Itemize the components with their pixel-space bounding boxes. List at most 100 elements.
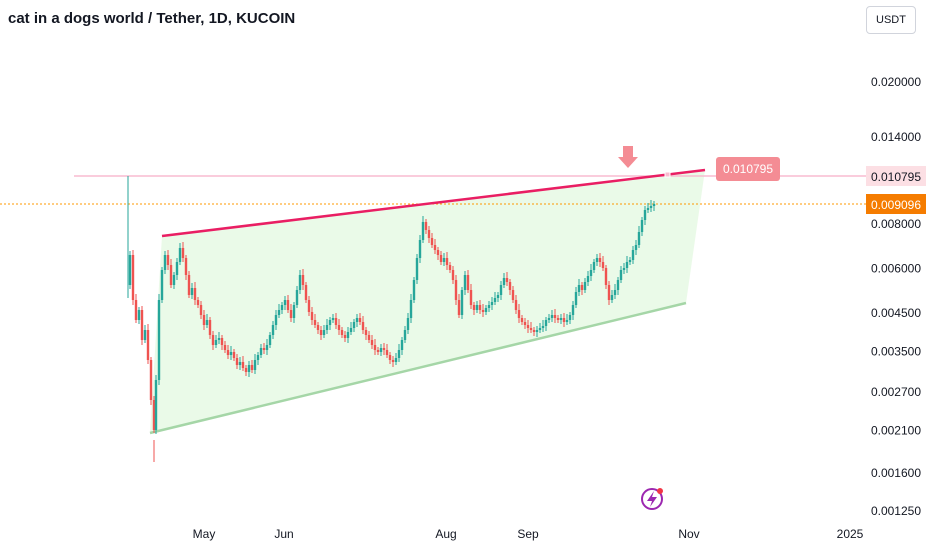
candle-body xyxy=(137,310,141,320)
candle-body xyxy=(331,318,335,320)
candle-body xyxy=(187,275,191,295)
candle-body xyxy=(235,358,239,365)
candle-body xyxy=(238,362,242,365)
candle-body xyxy=(436,250,440,255)
time-tick-label: Jun xyxy=(274,527,293,541)
candle-body xyxy=(649,206,653,208)
candle-body xyxy=(358,318,362,322)
candle-body xyxy=(487,305,491,308)
candle-body xyxy=(337,325,341,330)
candle-body xyxy=(265,345,269,350)
candle-body xyxy=(523,322,527,325)
price-tick-label: 0.002700 xyxy=(871,385,921,399)
candle-body xyxy=(541,326,545,328)
candle-body xyxy=(637,232,641,245)
candle-body xyxy=(340,330,344,335)
candle-body xyxy=(490,302,494,305)
time-tick-label: Aug xyxy=(435,527,456,541)
candle-body xyxy=(163,255,167,270)
candle-body xyxy=(394,358,398,362)
candle-body xyxy=(349,328,353,332)
candle-body xyxy=(652,204,656,206)
price-axis[interactable]: 0.020000 0.014000 0.008000 0.006000 0.004500… xyxy=(871,75,921,518)
candle-body xyxy=(280,305,284,310)
candle-body xyxy=(143,330,147,340)
candle-body xyxy=(181,248,185,258)
candle-body xyxy=(553,315,557,318)
candle-body xyxy=(508,282,512,290)
candle-body xyxy=(310,312,314,320)
candle-body xyxy=(412,280,416,300)
candle-body xyxy=(370,340,374,345)
candle-body xyxy=(175,262,179,275)
candle-body xyxy=(643,210,647,220)
trendline-endpoint-handle[interactable] xyxy=(664,171,671,178)
candle-body xyxy=(157,300,161,380)
candle-body xyxy=(146,330,150,360)
candle-body xyxy=(256,355,260,360)
candle-body xyxy=(307,300,311,312)
candle-body xyxy=(274,315,278,325)
candle-body xyxy=(361,322,365,330)
candle-body xyxy=(469,290,473,305)
candle-body xyxy=(298,275,302,290)
support-trendline xyxy=(149,301,687,435)
candle-body xyxy=(478,305,482,310)
candle-body xyxy=(202,315,206,325)
candle-body xyxy=(131,255,135,300)
currency-selector-button[interactable]: USDT xyxy=(866,6,916,34)
candle-body xyxy=(385,350,389,355)
candle-body xyxy=(382,348,386,350)
candle-body xyxy=(451,270,455,280)
candle-body xyxy=(502,278,506,285)
time-tick-label: May xyxy=(193,527,216,541)
candle-body xyxy=(601,262,605,268)
candle-body xyxy=(241,362,245,368)
candle-body xyxy=(625,262,629,268)
lightning-icon[interactable] xyxy=(641,488,663,510)
candlestick-series xyxy=(127,176,656,462)
candle-body xyxy=(556,318,560,320)
candle-body xyxy=(550,315,554,318)
candle-body xyxy=(304,285,308,300)
candle-body xyxy=(376,350,380,352)
candle-body xyxy=(610,295,614,300)
wedge-channel-fill xyxy=(150,170,705,433)
candle-body xyxy=(454,280,458,300)
price-tick-label: 0.014000 xyxy=(871,130,921,144)
candle-body xyxy=(496,295,500,298)
candle-body xyxy=(214,340,218,345)
candle-body xyxy=(424,222,428,230)
candle-body xyxy=(152,400,156,430)
candle-body xyxy=(334,318,338,325)
price-tick-label: 0.002100 xyxy=(871,424,921,438)
candle-body xyxy=(196,300,200,305)
price-tick-label: 0.003500 xyxy=(871,345,921,359)
candle-body xyxy=(619,270,623,280)
candle-body xyxy=(250,365,254,370)
price-tick-label: 0.020000 xyxy=(871,75,921,89)
price-tick-label: 0.001250 xyxy=(871,504,921,518)
candle-body xyxy=(319,330,323,335)
time-axis[interactable]: May Jun Aug Sep Nov 2025 xyxy=(193,527,864,541)
candle-body xyxy=(472,305,476,310)
time-tick-label: Nov xyxy=(678,527,699,541)
level-price-tag: 0.010795 xyxy=(866,166,926,186)
candle-body xyxy=(427,230,431,238)
candle-body xyxy=(193,288,197,300)
level-price-tag-label: 0.010795 xyxy=(871,170,921,184)
candle-body xyxy=(415,258,419,280)
candle-body xyxy=(613,290,617,295)
candle-body xyxy=(475,305,479,310)
candle-body xyxy=(149,360,153,400)
candle-body xyxy=(355,318,359,322)
candle-body xyxy=(367,335,371,340)
candle-body xyxy=(499,285,503,295)
candle-body xyxy=(457,300,461,315)
candle-body xyxy=(199,305,203,315)
candle-body xyxy=(220,338,224,345)
candle-body xyxy=(292,305,296,318)
candle-body xyxy=(271,325,275,335)
candle-body xyxy=(595,258,599,262)
